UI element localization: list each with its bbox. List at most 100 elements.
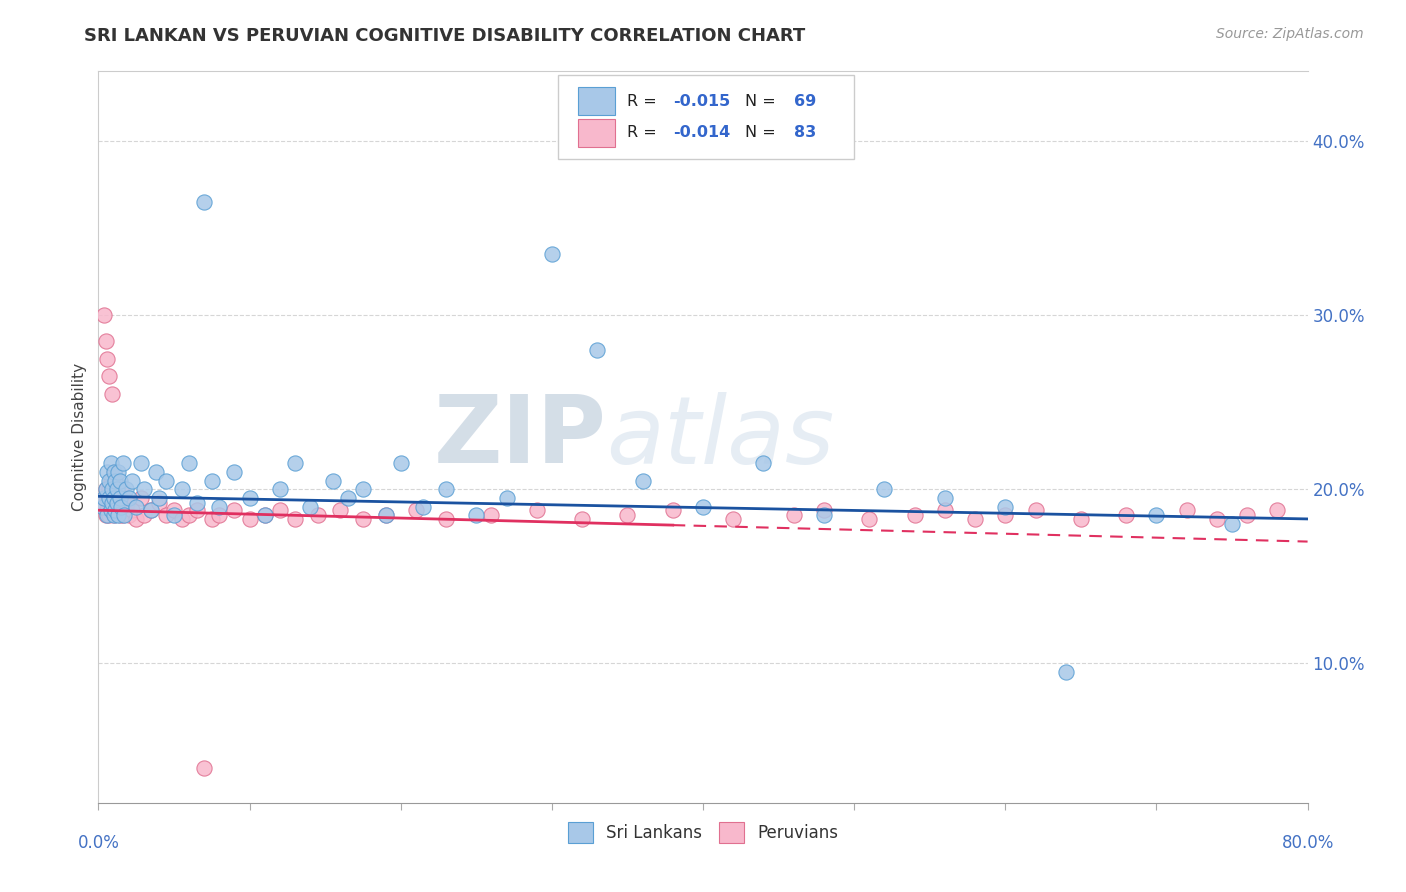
Point bbox=[1206, 512, 1229, 526]
Point bbox=[389, 456, 412, 470]
Point bbox=[141, 503, 163, 517]
Point bbox=[965, 512, 987, 526]
Point bbox=[269, 503, 291, 517]
Point bbox=[571, 512, 593, 526]
Point bbox=[107, 508, 129, 523]
Point bbox=[96, 351, 118, 366]
Point bbox=[163, 503, 186, 517]
Point bbox=[661, 503, 683, 517]
Point bbox=[412, 500, 434, 514]
Point bbox=[105, 496, 128, 510]
Point bbox=[103, 508, 125, 523]
Text: 69: 69 bbox=[793, 94, 815, 109]
Point bbox=[115, 496, 138, 510]
Point bbox=[103, 483, 125, 497]
Point bbox=[434, 512, 457, 526]
Point bbox=[125, 512, 148, 526]
Point bbox=[103, 465, 125, 479]
Point bbox=[118, 491, 141, 505]
Text: ZIP: ZIP bbox=[433, 391, 606, 483]
Point bbox=[631, 474, 654, 488]
Point bbox=[111, 456, 134, 470]
Point bbox=[239, 491, 262, 505]
Point bbox=[329, 503, 352, 517]
Text: 80.0%: 80.0% bbox=[1281, 834, 1334, 852]
Point bbox=[336, 491, 359, 505]
Point bbox=[129, 456, 152, 470]
Point bbox=[322, 474, 344, 488]
Text: 83: 83 bbox=[793, 125, 815, 140]
Point bbox=[107, 496, 129, 510]
Point bbox=[101, 496, 124, 510]
Point bbox=[94, 483, 117, 497]
Point bbox=[813, 508, 835, 523]
Point bbox=[103, 508, 125, 523]
Bar bbox=[578, 119, 614, 146]
Point bbox=[94, 508, 117, 523]
Point bbox=[1070, 512, 1092, 526]
Point bbox=[103, 491, 125, 505]
Point bbox=[132, 508, 155, 523]
Point bbox=[405, 503, 427, 517]
Point bbox=[108, 491, 131, 505]
Bar bbox=[578, 87, 614, 115]
Text: atlas: atlas bbox=[606, 392, 835, 483]
Point bbox=[104, 474, 127, 488]
Point bbox=[112, 508, 135, 523]
Point bbox=[96, 491, 118, 505]
FancyBboxPatch shape bbox=[558, 75, 855, 159]
Point bbox=[692, 500, 714, 514]
Text: 0.0%: 0.0% bbox=[77, 834, 120, 852]
Point bbox=[98, 483, 121, 497]
Point bbox=[586, 343, 609, 357]
Point bbox=[284, 512, 307, 526]
Point bbox=[93, 491, 115, 505]
Point bbox=[105, 483, 128, 497]
Text: R =: R = bbox=[627, 125, 662, 140]
Point bbox=[155, 474, 177, 488]
Point bbox=[114, 483, 136, 497]
Point bbox=[994, 508, 1017, 523]
Point bbox=[103, 465, 125, 479]
Point bbox=[163, 508, 186, 523]
Point bbox=[103, 503, 125, 517]
Point bbox=[118, 508, 141, 523]
Point bbox=[495, 491, 517, 505]
Point bbox=[148, 496, 170, 510]
Point bbox=[132, 483, 155, 497]
Text: N =: N = bbox=[745, 94, 782, 109]
Point bbox=[201, 474, 224, 488]
Point bbox=[103, 491, 125, 505]
Point bbox=[94, 334, 117, 349]
Point bbox=[110, 483, 132, 497]
Point bbox=[121, 474, 143, 488]
Point bbox=[96, 503, 118, 517]
Point bbox=[145, 465, 167, 479]
Point bbox=[224, 503, 246, 517]
Point bbox=[224, 465, 246, 479]
Point bbox=[100, 491, 122, 505]
Point bbox=[1144, 508, 1167, 523]
Point bbox=[129, 491, 152, 505]
Point bbox=[125, 500, 148, 514]
Point bbox=[994, 500, 1017, 514]
Point bbox=[91, 500, 114, 514]
Point bbox=[105, 491, 128, 505]
Point bbox=[186, 503, 208, 517]
Point bbox=[104, 503, 127, 517]
Point bbox=[934, 491, 956, 505]
Point bbox=[91, 500, 114, 514]
Point bbox=[934, 503, 956, 517]
Point bbox=[783, 508, 806, 523]
Point bbox=[193, 194, 215, 209]
Point bbox=[1115, 508, 1137, 523]
Point bbox=[98, 369, 121, 384]
Point bbox=[1236, 508, 1258, 523]
Point bbox=[752, 456, 775, 470]
Point bbox=[239, 512, 262, 526]
Point bbox=[616, 508, 638, 523]
Point bbox=[107, 465, 129, 479]
Point bbox=[1220, 517, 1243, 532]
Point bbox=[101, 386, 124, 401]
Point bbox=[101, 503, 124, 517]
